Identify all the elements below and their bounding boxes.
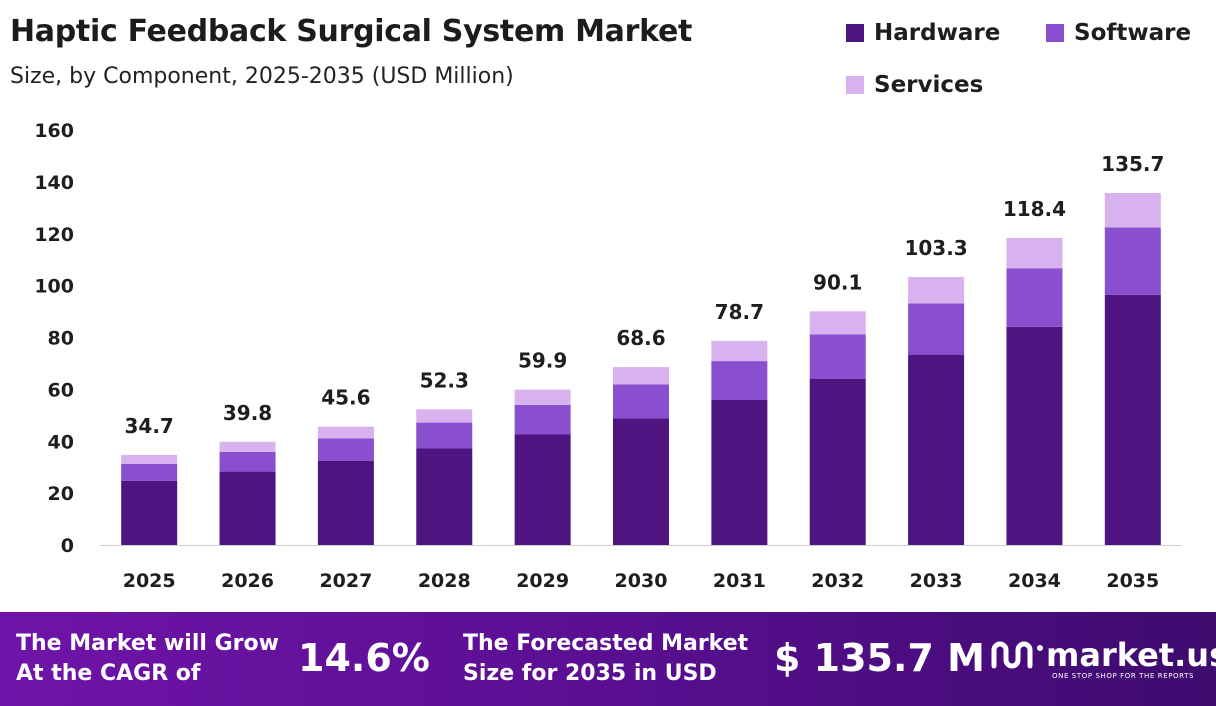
bar-hardware-2030	[613, 418, 669, 545]
bar-services-2030	[613, 367, 669, 385]
cagr-label: The Market will Grow At the CAGR of	[16, 629, 279, 689]
bar-services-2027	[317, 426, 374, 439]
bar-hardware-2034	[1006, 326, 1063, 545]
y-tick-label: 40	[48, 431, 74, 453]
bar-services-2028	[416, 409, 473, 423]
bar-hardware-2029	[514, 434, 571, 545]
legend-swatch-software	[1046, 24, 1064, 42]
y-tick-label: 120	[34, 224, 74, 246]
x-tick-label: 2025	[123, 570, 176, 592]
logo-icon	[991, 641, 1043, 669]
y-tick-label: 100	[34, 276, 74, 298]
legend-label-services: Services	[874, 72, 984, 98]
cagr-label-line1: The Market will Grow	[16, 631, 279, 656]
forecast-label-line2: Size for 2035 in USD	[463, 661, 717, 686]
chart-title: Haptic Feedback Surgical System Market	[10, 14, 693, 49]
x-tick-label: 2034	[1008, 570, 1061, 592]
data-label-total: 34.7	[125, 414, 174, 438]
data-label-total: 90.1	[813, 270, 862, 294]
legend-item-software: Software	[1046, 20, 1191, 46]
bar-hardware-2026	[219, 471, 276, 545]
bar-software-2030	[613, 384, 669, 419]
data-label-total: 68.6	[616, 326, 665, 350]
data-label-total: 59.9	[518, 349, 567, 373]
bar-hardware-2025	[121, 480, 178, 545]
x-tick-label: 2031	[713, 570, 766, 592]
marketus-logo: market.us ONE STOP SHOP FOR THE REPORTS	[990, 636, 1216, 680]
data-label-total: 39.8	[223, 401, 272, 425]
bar-services-2026	[219, 441, 276, 452]
bar-services-2035	[1104, 193, 1161, 228]
data-label-total: 52.3	[420, 368, 469, 392]
y-tick-label: 160	[34, 120, 74, 142]
legend-item-hardware: Hardware	[846, 20, 1000, 46]
x-tick-label: 2026	[221, 570, 274, 592]
bar-services-2025	[121, 454, 178, 464]
logo-text: market.us	[1046, 636, 1216, 674]
bar-software-2032	[809, 334, 866, 379]
x-tick-label: 2032	[811, 570, 864, 592]
bar-services-2031	[711, 340, 768, 362]
legend-swatch-services	[846, 76, 864, 94]
y-tick-label: 140	[34, 172, 74, 194]
bar-chart: 0 20 40 60 80 100 120 140 160 34.7 2025 39.8 2026 45.…	[34, 120, 1182, 592]
legend-swatch-hardware	[846, 24, 864, 42]
forecast-value: $ 135.7 M	[774, 636, 985, 680]
y-tick-label: 0	[61, 535, 74, 557]
legend-label-software: Software	[1074, 20, 1192, 46]
x-tick-label: 2028	[418, 570, 471, 592]
cagr-value: 14.6%	[298, 636, 430, 680]
data-label-total: 135.7	[1101, 152, 1164, 176]
data-label-total: 78.7	[715, 300, 764, 324]
data-label-total: 103.3	[904, 236, 967, 260]
forecast-label: The Forecasted Market Size for 2035 in U…	[463, 629, 748, 689]
bar-services-2034	[1006, 237, 1063, 269]
bar-software-2026	[219, 451, 276, 472]
bar-services-2033	[908, 277, 965, 304]
x-tick-label: 2027	[319, 570, 372, 592]
bar-hardware-2035	[1104, 294, 1161, 545]
legend-item-services: Services	[846, 72, 983, 98]
bar-hardware-2033	[908, 354, 965, 545]
chart-area: Haptic Feedback Surgical System Market S…	[10, 14, 1206, 592]
bar-services-2029	[514, 389, 571, 405]
legend-label-hardware: Hardware	[874, 20, 1001, 46]
y-tick-label: 60	[48, 379, 74, 401]
bar-software-2028	[416, 422, 473, 449]
x-tick-label: 2029	[516, 570, 569, 592]
x-tick-label: 2033	[910, 570, 963, 592]
bar-hardware-2031	[711, 400, 768, 545]
bar-software-2035	[1104, 227, 1161, 295]
bar-software-2033	[908, 303, 965, 355]
data-label-total: 45.6	[321, 386, 370, 410]
y-tick-label: 20	[48, 483, 74, 505]
x-tick-label: 2030	[615, 570, 668, 592]
bar-software-2031	[711, 361, 768, 401]
footer-banner: The Market will Grow At the CAGR of 14.6…	[0, 612, 1216, 706]
bar-services-2032	[809, 311, 866, 335]
data-label-total: 118.4	[1003, 197, 1066, 221]
logo-tagline: ONE STOP SHOP FOR THE REPORTS	[1052, 672, 1195, 680]
bar-software-2025	[121, 463, 178, 481]
x-tick-label: 2035	[1106, 570, 1159, 592]
cagr-label-line2: At the CAGR of	[16, 661, 201, 686]
legend: Hardware Software Services	[846, 16, 1206, 106]
bar-hardware-2027	[317, 460, 374, 545]
bar-software-2027	[317, 438, 374, 461]
forecast-label-line1: The Forecasted Market	[463, 631, 749, 656]
y-tick-label: 80	[48, 328, 74, 350]
bar-hardware-2028	[416, 448, 473, 545]
bar-software-2034	[1006, 268, 1063, 327]
chart-subtitle: Size, by Component, 2025-2035 (USD Milli…	[10, 64, 514, 89]
bar-software-2029	[514, 404, 571, 435]
bar-hardware-2032	[809, 379, 866, 545]
